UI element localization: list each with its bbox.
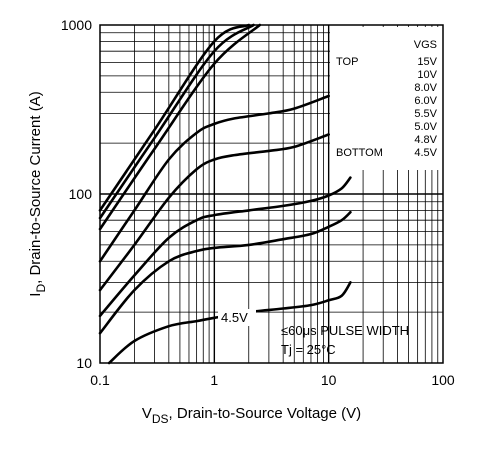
legend-entry: 4.8V: [414, 134, 437, 146]
legend-entry: 15V: [417, 56, 437, 68]
x-axis-label-main: V: [142, 405, 152, 422]
legend-header: VGS: [414, 39, 437, 51]
legend-entry: 6.0V: [414, 95, 437, 107]
annotations: 4.5V ≤60μs PULSE WIDTH Tj = 25°C: [218, 309, 409, 357]
curve-vgs-8-0v: [98, 23, 262, 231]
curve-label-4-5v: 4.5V: [221, 310, 248, 325]
curve-vgs-6-0v: [98, 94, 330, 263]
x-axis-label: VDS, Drain-to-Source Voltage (V): [142, 405, 361, 426]
y-tick-label: 10: [76, 355, 92, 371]
y-tick-label: 100: [69, 186, 93, 202]
legend-bottom-label: BOTTOM: [336, 147, 383, 159]
temperature-note: Tj = 25°C: [281, 342, 336, 357]
pulse-width-note: ≤60μs PULSE WIDTH: [281, 323, 409, 338]
curve-vgs-15v: [98, 23, 251, 212]
legend-entry: 8.0V: [414, 82, 437, 94]
curve-vgs-10v: [98, 23, 255, 220]
tick-labels: 0.1 1 10 100 10 100 1000: [61, 17, 455, 388]
legend-entry: 5.0V: [414, 121, 437, 133]
x-axis-label-subscript: DS: [152, 412, 169, 426]
y-axis-label-rest: , Drain-to-Source Current (A): [27, 91, 44, 284]
legend-entry: 4.5V: [414, 147, 437, 159]
curve-vgs-5-0v: [98, 176, 352, 318]
legend-entry: 10V: [417, 69, 437, 81]
legend: VGS TOP BOTTOM 15V10V8.0V6.0V5.5V5.0V4.8…: [336, 39, 438, 159]
x-axis-label-rest: , Drain-to-Source Voltage (V): [169, 405, 362, 422]
x-tick-label: 1: [210, 372, 218, 388]
legend-top-label: TOP: [336, 56, 358, 68]
x-tick-label: 0.1: [90, 372, 110, 388]
plot-frame: [99, 24, 444, 364]
y-axis-label-subscript: D: [34, 284, 48, 293]
x-tick-label: 100: [431, 372, 455, 388]
legend-background: [330, 27, 443, 170]
y-axis-label-main: I: [27, 293, 44, 297]
curve-vgs-5-5v: [98, 133, 330, 292]
y-axis-label: ID, Drain-to-Source Current (A): [27, 91, 48, 296]
curve-label-background: [218, 309, 256, 326]
y-tick-label: 1000: [61, 17, 92, 33]
legend-entry: 5.5V: [414, 108, 437, 120]
x-tick-label: 10: [321, 372, 337, 388]
curve-vgs-4-8v: [98, 210, 352, 335]
